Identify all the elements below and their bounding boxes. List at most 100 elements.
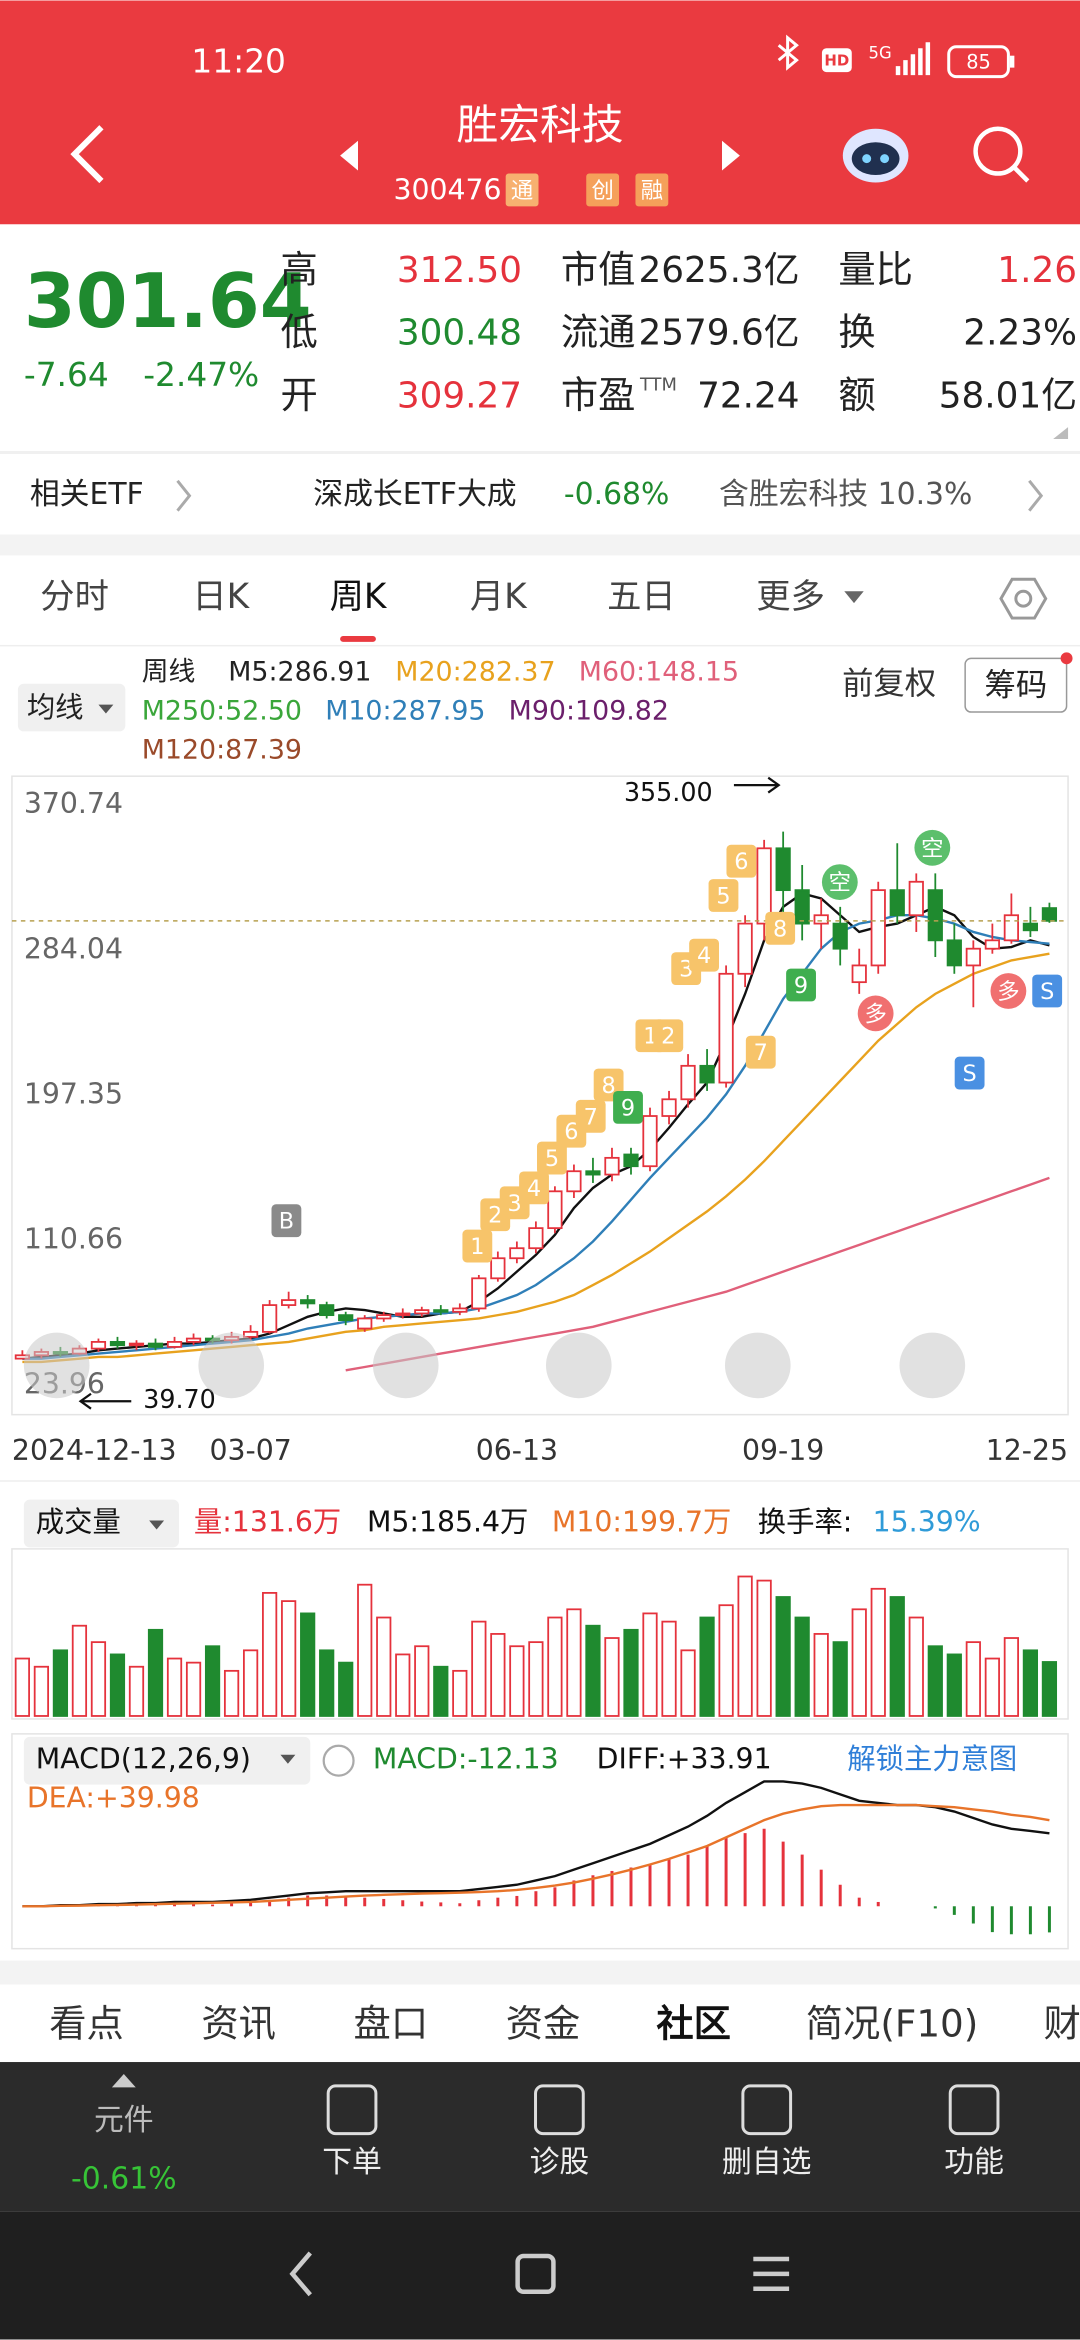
bottom-tab[interactable]: 财 (1043, 2002, 1080, 2046)
volume-bar (281, 1600, 297, 1717)
volume-bar (147, 1628, 164, 1717)
bluetooth-icon (777, 34, 799, 71)
macd-select[interactable] (23, 1736, 311, 1785)
action-label[interactable]: 下单 (322, 2145, 382, 2180)
volume-legend[interactable]: 成交量 (36, 1506, 121, 1539)
ma-legend-item: M90:109.82 (509, 696, 669, 727)
adjust-mode[interactable]: 前复权 (842, 666, 936, 702)
candle-body (965, 947, 981, 967)
candle-body (946, 939, 962, 967)
bottom-tab[interactable]: 盘口 (354, 2002, 429, 2046)
volume-bar (490, 1633, 506, 1717)
item-name[interactable]: 元件 (94, 2103, 154, 2138)
volume-chart: 成交量 量:131.6万 M5:185.4万 M10:199.7万 换手率: 15.39% (14, 1506, 1058, 1717)
volume-bar (166, 1657, 183, 1717)
action-label[interactable]: 诊股 (530, 2145, 590, 2180)
signal-marker (857, 995, 894, 1032)
header-bg (0, 0, 1080, 225)
ma-line (345, 1176, 1050, 1372)
time: 11:20 (191, 43, 286, 81)
period-tab[interactable]: 更多 (756, 577, 825, 617)
etf-label[interactable]: 相关ETF (30, 477, 144, 512)
candle-body (357, 1317, 373, 1330)
candle-body (547, 1190, 563, 1230)
next-stock[interactable] (721, 140, 740, 171)
candle-body (661, 1098, 677, 1117)
chart-control[interactable] (899, 1332, 966, 1399)
candle-body (908, 880, 924, 917)
signal-marker (537, 1141, 567, 1175)
expand-corner[interactable] (1053, 427, 1069, 440)
signal-label: 9 (794, 973, 808, 999)
candle-body (889, 889, 905, 917)
macd-legend: DIFF:+33.91 (597, 1743, 772, 1776)
chips-button[interactable] (964, 657, 1068, 713)
price-change: -7.64 (24, 356, 109, 394)
macd-frame (11, 1733, 1069, 1950)
sys-home[interactable] (515, 2253, 556, 2295)
ma-select[interactable] (17, 683, 126, 732)
action-label[interactable]: 功能 (944, 2145, 1004, 2180)
ma-select-label[interactable]: 均线 (27, 691, 84, 724)
x-tick-label: 12-25 (986, 1434, 1068, 1467)
bottom-tab[interactable]: 资讯 (201, 2002, 276, 2046)
quote-value: 2579.6亿 (638, 313, 799, 354)
period-tab[interactable]: 分时 (40, 577, 109, 617)
volume-select[interactable] (23, 1499, 180, 1548)
volume-bar (870, 1587, 886, 1717)
chips-label[interactable]: 筹码 (985, 668, 1048, 704)
stock-code: 300476 (393, 173, 501, 206)
ma-legend-item: M250:52.50 (142, 696, 302, 727)
help-icon[interactable] (322, 1744, 355, 1777)
bottom-tab[interactable]: 简况(F10) (806, 2002, 979, 2046)
sys-back[interactable] (289, 2251, 312, 2297)
signal-marker (914, 829, 951, 866)
volume-bar (813, 1633, 829, 1717)
action-label[interactable]: 删自选 (722, 2145, 811, 2180)
volume-bar (14, 1657, 30, 1717)
volume-bar (680, 1649, 696, 1717)
macd-legend[interactable]: MACD(12,26,9) (36, 1743, 251, 1776)
ma-line (22, 914, 1050, 1360)
settings-icon[interactable] (999, 577, 1048, 620)
quote-value: 2625.3亿 (638, 250, 799, 291)
etf-name[interactable]: 深成长ETF大成 (313, 477, 516, 512)
period-tab[interactable]: 日K (192, 577, 250, 617)
candle-body (870, 889, 886, 967)
candle-body (737, 922, 753, 975)
volume-bar (889, 1596, 905, 1717)
divider (0, 450, 1080, 454)
chart-control[interactable] (545, 1332, 612, 1399)
x-tick-label: 2024-12-13 (12, 1434, 177, 1467)
chart-control[interactable] (198, 1332, 265, 1399)
bottom-tab[interactable]: 资金 (506, 2002, 581, 2046)
search-icon[interactable] (973, 126, 1030, 183)
period-tab[interactable]: 月K (470, 577, 528, 617)
bottom-tab[interactable]: 社区 (656, 2002, 731, 2046)
signal-marker (575, 1099, 606, 1133)
price-chart: 23.96110.66197.35284.04370.742024-12-130… (12, 776, 1069, 1467)
divider (0, 644, 1080, 647)
prev-stock[interactable] (340, 140, 359, 171)
candle-body (262, 1304, 278, 1333)
signal-label: S (963, 1061, 977, 1087)
macd-legend[interactable]: 解锁主力意图 (847, 1743, 1017, 1776)
signal-marker (821, 864, 858, 900)
low-arrow (78, 1392, 132, 1410)
signal-marker (271, 1204, 302, 1238)
ma-legend-item: M20:282.37 (395, 657, 555, 688)
chart-control[interactable] (724, 1332, 791, 1399)
sys-menu[interactable] (753, 2256, 790, 2292)
bottom-tab[interactable]: 看点 (49, 2002, 124, 2046)
tag-bg (586, 173, 620, 207)
chart-control[interactable] (23, 1332, 90, 1399)
back-button[interactable] (70, 125, 104, 184)
period-tab[interactable]: 周K (330, 577, 388, 617)
chart-control[interactable] (372, 1332, 439, 1399)
candle-body (300, 1299, 316, 1305)
volume-bar (223, 1669, 240, 1717)
period-tab[interactable]: 五日 (607, 577, 676, 617)
signal-label: 2 (661, 1024, 675, 1050)
assistant-icon[interactable] (842, 128, 909, 183)
